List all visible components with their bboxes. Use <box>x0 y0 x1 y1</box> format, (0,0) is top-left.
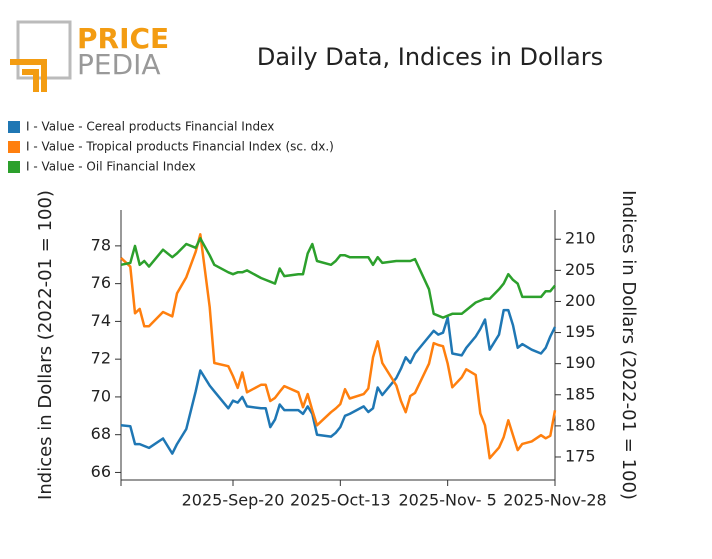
x-tick-label: 2025-Oct-13 <box>290 491 391 510</box>
legend-label: I - Value - Cereal products Financial In… <box>26 120 274 134</box>
y2-tick-label: 195 <box>565 322 596 341</box>
y2-tick-label: 210 <box>565 229 596 248</box>
y-tick-label: 78 <box>91 235 111 254</box>
x-tick-label: 2025-Nov- 5 <box>399 491 497 510</box>
legend-swatch <box>8 141 20 153</box>
y2-tick-label: 200 <box>565 291 596 310</box>
y-tick-label: 70 <box>91 386 111 405</box>
y-tick-label: 68 <box>91 424 111 443</box>
series-line <box>120 308 557 455</box>
x-tick-label: 2025-Sep-20 <box>182 491 285 510</box>
legend-swatch <box>8 161 20 173</box>
legend-swatch <box>8 121 20 133</box>
y-tick-label: 74 <box>91 311 111 330</box>
y-axis-title: Indices in Dollars (2022-01 = 100) <box>35 190 56 500</box>
y-tick-label: 66 <box>91 462 111 481</box>
logo-mark <box>10 59 47 92</box>
logo-bottom: PEDIA <box>77 48 161 81</box>
logo: PRICE PEDIA <box>10 20 169 92</box>
y2-tick-label: 185 <box>565 384 596 403</box>
y2-tick-label: 175 <box>565 446 596 465</box>
x-tick-label: 2025-Nov-28 <box>503 491 606 510</box>
y2-tick-label: 205 <box>565 260 596 279</box>
series-line <box>120 233 557 460</box>
logo-top: PRICE <box>77 22 169 55</box>
y-tick-label: 76 <box>91 273 111 292</box>
legend-label: I - Value - Tropical products Financial … <box>26 140 334 154</box>
y2-tick-label: 190 <box>565 353 596 372</box>
legend-label: I - Value - Oil Financial Index <box>26 160 196 174</box>
y-tick-label: 72 <box>91 349 111 368</box>
y2-axis-title: Indices in Dollars (2022-01 = 100) <box>618 190 639 500</box>
chart-title: Daily Data, Indices in Dollars <box>257 43 603 71</box>
series-line <box>120 237 556 319</box>
y2-tick-label: 180 <box>565 415 596 434</box>
